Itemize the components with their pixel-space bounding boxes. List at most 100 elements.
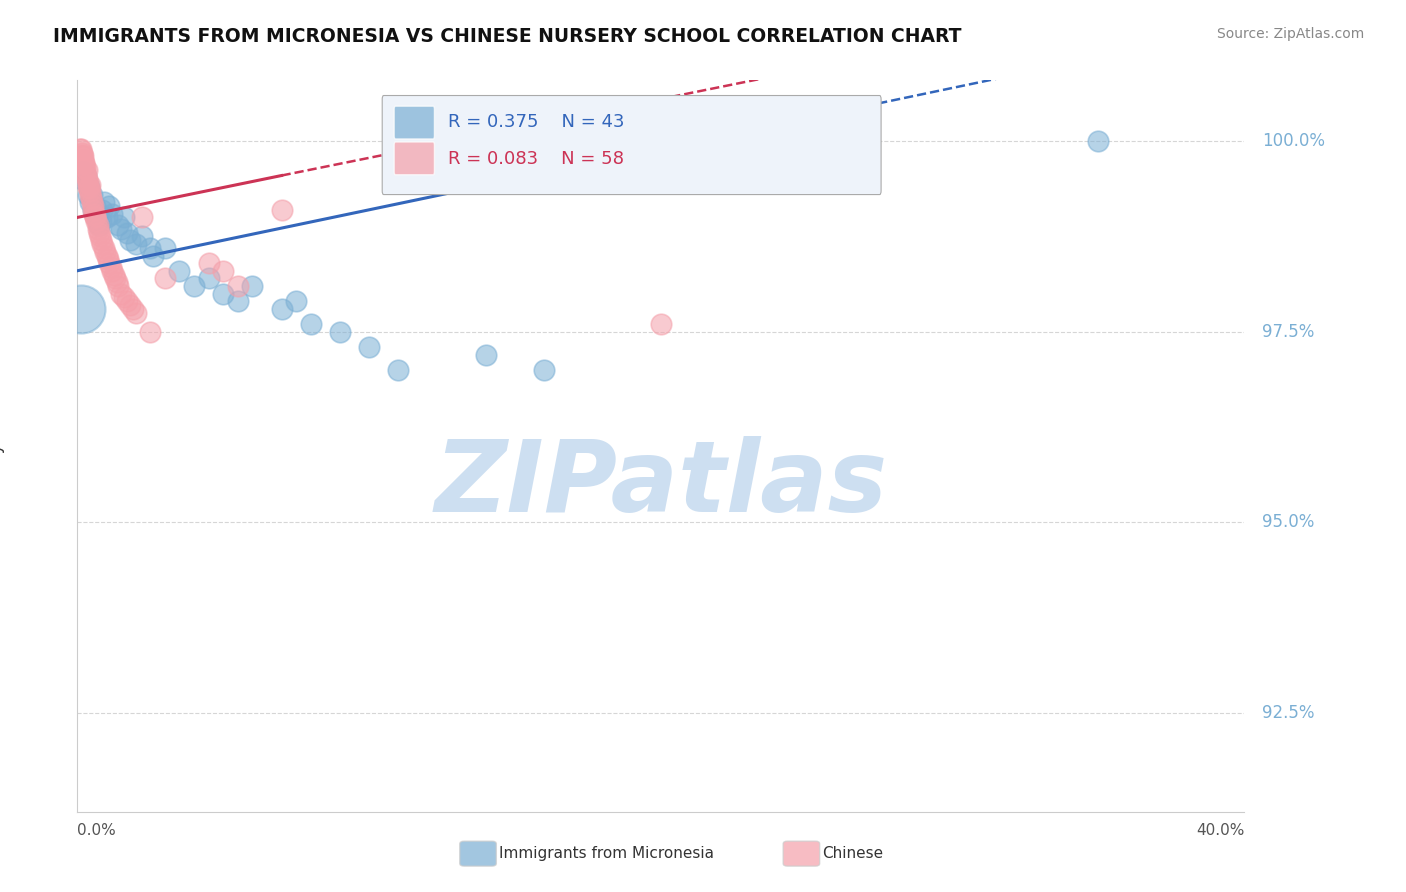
Text: Source: ZipAtlas.com: Source: ZipAtlas.com [1216,27,1364,41]
Point [131,229,153,244]
Point [82,202,104,217]
Text: 97.5%: 97.5% [1261,323,1315,341]
Point [79,195,101,210]
Point [75,169,97,183]
Text: 95.0%: 95.0% [1261,513,1315,532]
Point [1087,134,1109,148]
Point [93,241,115,255]
Point [153,271,176,285]
Point [104,271,127,285]
Point [96,211,118,225]
Point [91,237,114,252]
Point [101,206,124,220]
Point [80,191,103,205]
Point [77,181,100,195]
Point [79,178,101,193]
Point [107,279,129,293]
Point [89,229,111,244]
Point [84,211,107,225]
Text: 0.0%: 0.0% [77,823,117,838]
Point [242,279,264,293]
Point [72,149,94,163]
Point [77,180,100,194]
Point [110,222,132,236]
Text: 92.5%: 92.5% [1261,704,1315,722]
Point [90,233,112,247]
Point [89,218,111,232]
Point [91,202,114,217]
Text: Immigrants from Micronesia: Immigrants from Micronesia [499,847,714,861]
Point [226,294,249,309]
Point [87,218,110,232]
Text: R = 0.375    N = 43: R = 0.375 N = 43 [449,113,624,131]
Text: 100.0%: 100.0% [1261,132,1324,150]
Point [329,325,352,339]
Point [73,161,96,175]
Point [285,294,308,309]
Point [84,214,107,228]
Point [82,202,104,217]
Point [121,301,143,316]
Text: Nursery School: Nursery School [0,383,4,509]
Point [72,164,94,178]
FancyBboxPatch shape [783,841,820,866]
Point [183,279,205,293]
Point [84,209,107,223]
Point [212,286,235,301]
Point [94,244,117,259]
Point [76,176,98,190]
Point [80,195,103,210]
Point [93,195,115,210]
Point [75,169,97,183]
Point [98,256,121,270]
Point [115,226,138,240]
Point [226,279,249,293]
Point [76,163,98,178]
Point [118,298,141,312]
Point [90,214,112,228]
Point [80,187,103,202]
Text: Chinese: Chinese [823,847,883,861]
Point [475,347,498,361]
Point [124,306,148,320]
Point [139,241,162,255]
Point [73,157,96,171]
Point [153,241,176,255]
Point [357,340,380,354]
Point [110,286,132,301]
Point [79,184,101,198]
Point [650,317,672,331]
Point [112,211,135,225]
Point [139,325,162,339]
Point [100,260,122,274]
Point [76,172,98,186]
Point [142,248,165,262]
Point [115,294,138,309]
Text: R = 0.083    N = 58: R = 0.083 N = 58 [449,150,624,168]
Text: ZIPatlas: ZIPatlas [434,435,887,533]
Point [72,153,94,168]
Point [79,187,101,202]
Text: IMMIGRANTS FROM MICRONESIA VS CHINESE NURSERY SCHOOL CORRELATION CHART: IMMIGRANTS FROM MICRONESIA VS CHINESE NU… [53,27,962,45]
Point [75,164,97,178]
Point [69,142,91,156]
Point [77,180,100,194]
Point [112,290,135,304]
Point [197,256,219,270]
Point [70,172,93,186]
Point [76,187,98,202]
FancyBboxPatch shape [394,142,434,175]
Point [83,211,105,225]
Point [83,206,105,220]
Point [97,252,120,267]
Point [212,264,235,278]
FancyBboxPatch shape [460,841,496,866]
Point [87,206,110,220]
Point [118,233,141,247]
Point [124,237,148,252]
Point [197,271,219,285]
Point [73,155,96,169]
Point [270,301,292,316]
Point [169,264,191,278]
Point [69,142,91,156]
